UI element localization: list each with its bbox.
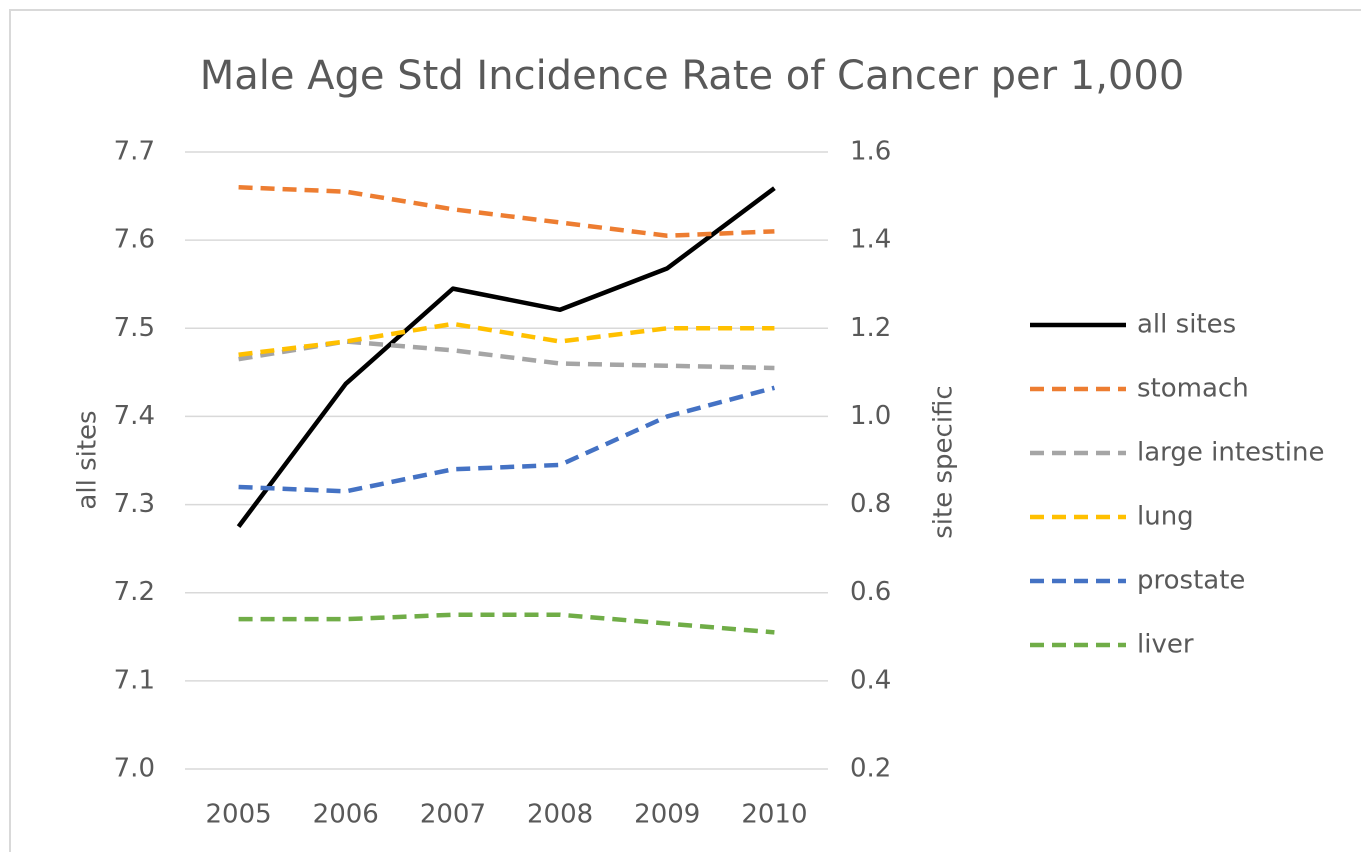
legend-label: lung xyxy=(1137,502,1194,532)
legend-label: large intestine xyxy=(1137,438,1324,468)
y2-tick-label: 1.2 xyxy=(850,313,891,343)
y-tick-label: 7.6 xyxy=(114,225,155,255)
x-tick-label: 2010 xyxy=(741,800,807,830)
y-tick-label: 7.4 xyxy=(114,401,155,431)
series-line xyxy=(236,186,776,528)
x-tick-label: 2009 xyxy=(634,800,700,830)
series-line xyxy=(238,185,775,238)
x-tick-label: 2005 xyxy=(205,800,271,830)
y2-axis-title: site specific xyxy=(929,385,959,538)
legend-label: prostate xyxy=(1137,566,1245,596)
y-tick-label: 7.7 xyxy=(114,137,155,167)
x-tick-label: 2008 xyxy=(527,800,593,830)
legend-label: liver xyxy=(1137,630,1194,660)
series-line xyxy=(238,385,775,494)
chart-title: Male Age Std Incidence Rate of Cancer pe… xyxy=(200,53,1185,99)
x-tick-label: 2006 xyxy=(313,800,379,830)
y-tick-label: 7.3 xyxy=(114,489,155,519)
y2-tick-label: 1.0 xyxy=(850,401,891,431)
x-tick-label: 2007 xyxy=(420,800,486,830)
y-tick-label: 7.2 xyxy=(114,577,155,607)
y-tick-label: 7.0 xyxy=(114,754,155,784)
y-tick-label: 7.1 xyxy=(114,665,155,695)
y2-tick-label: 1.6 xyxy=(850,137,891,167)
legend-label: all sites xyxy=(1137,310,1236,340)
series-line xyxy=(238,321,775,357)
y-tick-label: 7.5 xyxy=(114,313,155,343)
series-line xyxy=(238,612,775,635)
chart-frame xyxy=(9,9,1361,852)
y2-tick-label: 1.4 xyxy=(850,225,891,255)
y2-tick-label: 0.4 xyxy=(850,665,891,695)
legend-label: stomach xyxy=(1137,374,1249,404)
y2-tick-label: 0.2 xyxy=(850,754,891,784)
y2-tick-label: 0.6 xyxy=(850,577,891,607)
y2-tick-label: 0.8 xyxy=(850,489,891,519)
y-axis-title: all sites xyxy=(73,410,103,509)
